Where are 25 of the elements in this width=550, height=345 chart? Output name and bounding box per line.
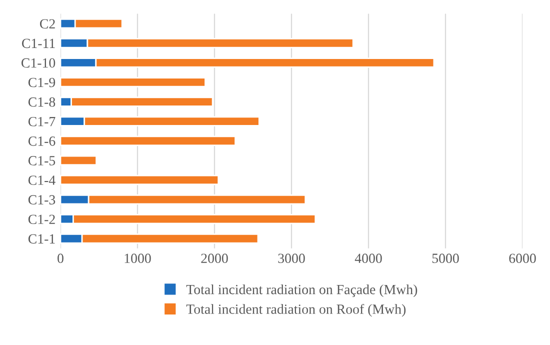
- legend-label: Total incident radiation on Façade (Mwh): [186, 284, 418, 298]
- x-tick-label: 6000: [509, 254, 536, 264]
- bar: [60, 77, 206, 88]
- y-tick-label: C1-3: [28, 195, 56, 204]
- y-tick-label: C1-9: [28, 78, 56, 88]
- bar: [60, 136, 236, 146]
- x-tick-label: 3000: [278, 254, 305, 264]
- x-tick-label: 5000: [432, 254, 459, 264]
- y-tick-label: C1-4: [28, 176, 56, 185]
- y-tick-label: C1-1: [28, 234, 55, 244]
- legend-label: Total incident radiation on Roof (Mwh): [186, 304, 406, 317]
- x-tick-label: 0: [58, 254, 64, 264]
- x-tick-label: 4000: [354, 254, 382, 264]
- y-tick-label: C1-11: [22, 38, 55, 48]
- bar: [60, 174, 220, 186]
- y-tick-label: C1-2: [28, 214, 55, 224]
- y-tick-label: C1-8: [28, 97, 56, 107]
- y-tick-label: C1-7: [28, 116, 56, 126]
- y-tick-label: C1-6: [28, 136, 56, 146]
- y-tick-label: C1-10: [21, 58, 56, 68]
- y-tick-label: C1-5: [28, 156, 56, 166]
- x-tick-label: 2000: [201, 254, 228, 264]
- y-tick-label: C2: [40, 19, 55, 29]
- x-tick-label: 1000: [124, 254, 151, 264]
- bar: [60, 155, 97, 166]
